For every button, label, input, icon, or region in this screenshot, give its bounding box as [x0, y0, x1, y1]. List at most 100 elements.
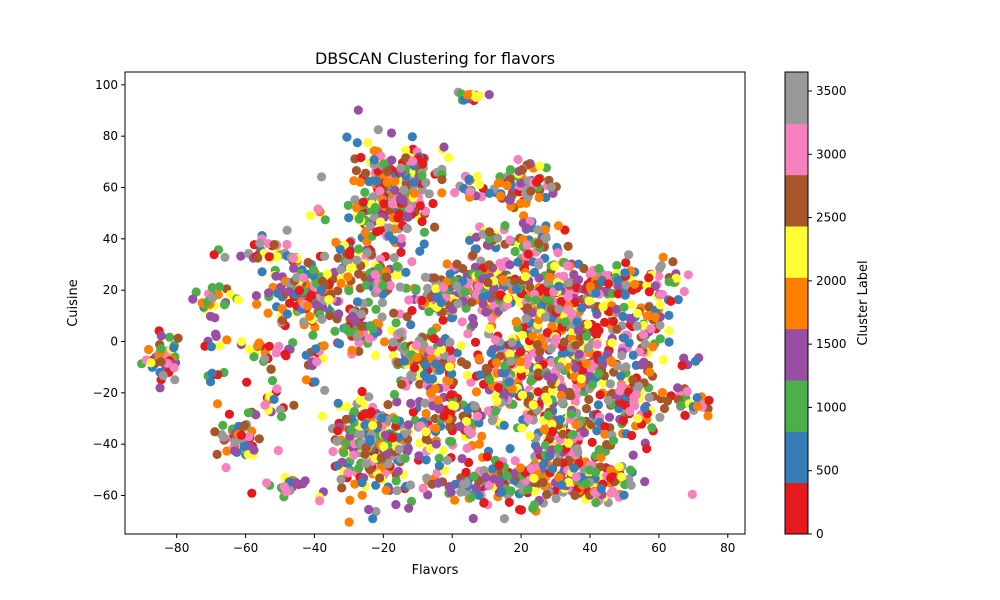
scatter-point [461, 416, 471, 427]
scatter-point [401, 145, 411, 155]
scatter-point [364, 177, 374, 187]
scatter-point [503, 294, 513, 304]
scatter-point [632, 321, 642, 331]
scatter-point [371, 176, 381, 186]
scatter-point [188, 294, 198, 304]
scatter-point [566, 409, 576, 419]
scatter-point [267, 376, 278, 386]
scatter-point [607, 338, 617, 348]
scatter-point [704, 395, 714, 405]
scatter-point [443, 276, 453, 286]
scatter-point [452, 259, 462, 269]
y-tick-label: 0 [110, 335, 118, 349]
scatter-point [365, 221, 375, 232]
scatter-point [646, 324, 656, 334]
scatter-point [546, 343, 556, 354]
scatter-point [505, 260, 515, 270]
scatter-point [574, 349, 584, 359]
scatter-point [333, 398, 343, 408]
scatter-point [621, 280, 631, 290]
scatter-point [382, 272, 392, 282]
scatter-point [515, 364, 526, 374]
scatter-point [692, 401, 703, 411]
scatter-point [407, 306, 417, 316]
scatter-point [513, 154, 523, 165]
scatter-point [324, 295, 334, 305]
scatter-point [355, 395, 365, 405]
scatter-point [484, 480, 494, 490]
scatter-point [305, 210, 316, 221]
scatter-point [484, 324, 495, 334]
scatter-point [498, 275, 508, 285]
scatter-point [602, 440, 612, 450]
scatter-point [379, 337, 390, 347]
scatter-point [474, 281, 484, 291]
scatter-point [624, 250, 634, 260]
scatter-point [421, 434, 431, 444]
scatter-point [260, 400, 270, 410]
scatter-point [558, 429, 568, 439]
scatter-point [350, 195, 360, 205]
scatter-point [311, 300, 321, 310]
colorbar-label: Cluster Label [856, 260, 871, 345]
scatter-point [491, 243, 501, 253]
scatter-point [429, 334, 439, 344]
scatter-point [596, 484, 606, 494]
scatter-point [360, 449, 370, 459]
scatter-point [369, 155, 379, 165]
scatter-point [474, 439, 484, 449]
scatter-point [474, 354, 484, 364]
scatter-point [447, 369, 457, 379]
scatter-point [497, 262, 507, 272]
scatter-point [655, 300, 665, 310]
scatter-point [358, 197, 368, 207]
scatter-point [664, 326, 674, 336]
scatter-point [620, 268, 630, 278]
scatter-point [504, 377, 514, 387]
scatter-point [563, 438, 574, 448]
scatter-point [523, 249, 533, 259]
scatter-point [322, 269, 332, 279]
scatter-point [339, 448, 349, 458]
colorbar-segment [785, 123, 808, 176]
scatter-point [569, 463, 579, 473]
scatter-point [533, 225, 543, 235]
scatter-point [545, 272, 555, 282]
scatter-point [615, 386, 625, 396]
scatter-point [415, 379, 425, 389]
scatter-point [371, 480, 381, 490]
scatter-point [628, 450, 638, 460]
scatter-point [221, 463, 231, 473]
scatter-point [251, 291, 261, 301]
scatter-point [344, 213, 354, 223]
scatter-point [517, 165, 527, 175]
scatter-point [541, 192, 551, 203]
scatter-point [528, 331, 538, 341]
scatter-point [639, 357, 649, 367]
scatter-point [264, 252, 274, 262]
scatter-point [387, 155, 397, 165]
scatter-point [417, 216, 427, 227]
scatter-point [600, 429, 610, 439]
scatter-point [303, 257, 313, 268]
scatter-point [432, 468, 442, 478]
scatter-point [445, 422, 455, 432]
scatter-point [354, 244, 364, 254]
scatter-point [393, 466, 403, 476]
scatter-point [269, 240, 279, 250]
scatter-point [264, 341, 274, 351]
scatter-point [521, 314, 531, 324]
scatter-point [421, 408, 431, 419]
scatter-point [445, 269, 455, 279]
scatter-point [471, 387, 481, 397]
y-tick-label: 40 [103, 232, 118, 246]
scatter-point [404, 503, 414, 513]
scatter-point [415, 246, 425, 256]
scatter-point [330, 326, 340, 336]
scatter-point [663, 396, 673, 406]
scatter-point [628, 350, 638, 360]
scatter-point [282, 239, 292, 250]
scatter-point [511, 284, 522, 294]
scatter-point [375, 217, 386, 227]
